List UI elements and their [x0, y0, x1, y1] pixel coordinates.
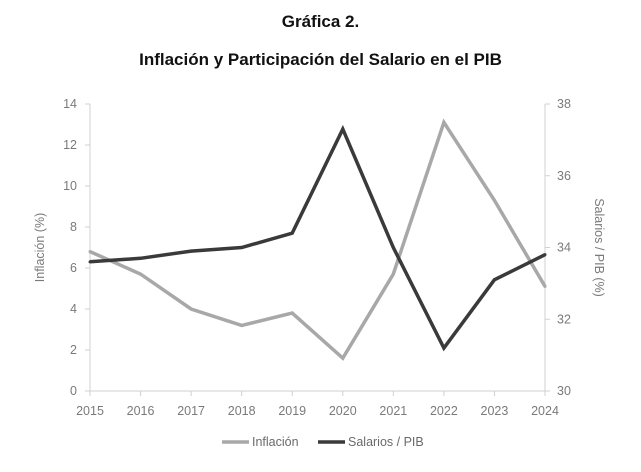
- data-point-inflacion: [341, 356, 345, 360]
- data-point-inflacion: [88, 250, 92, 254]
- data-point-salarios-pib: [341, 127, 345, 131]
- data-point-salarios-pib: [492, 278, 496, 282]
- series-line-salarios-pib: [89, 124, 546, 352]
- data-point-inflacion: [189, 307, 193, 311]
- left-tick-label: 14: [63, 97, 77, 111]
- right-tick-label: 32: [557, 312, 571, 326]
- data-point-salarios-pib: [290, 231, 294, 235]
- data-point-salarios-pib: [442, 346, 446, 350]
- right-tick-label: 36: [557, 169, 571, 183]
- y-axis-title: Inflación (%): [33, 213, 47, 282]
- x-tick-label: 2021: [379, 404, 407, 418]
- x-tick-label: 2017: [177, 404, 205, 418]
- left-tick-label: 12: [63, 138, 77, 152]
- data-point-inflacion: [240, 323, 244, 327]
- right-tick-label: 30: [557, 384, 571, 398]
- data-point-salarios-pib: [391, 246, 395, 249]
- series-line-inflacion: [89, 118, 547, 361]
- left-tick-label: 6: [70, 261, 77, 275]
- right-tick-label: 34: [557, 241, 571, 255]
- data-point-inflacion: [139, 272, 143, 276]
- x-tick-label: 2023: [481, 404, 509, 418]
- data-point-salarios-pib: [543, 253, 547, 257]
- data-point-salarios-pib: [240, 246, 244, 249]
- x-tick-label: 2015: [76, 404, 104, 418]
- data-point-inflacion: [492, 198, 496, 202]
- left-tick-label: 2: [70, 343, 77, 357]
- left-tick-label: 4: [70, 302, 77, 316]
- y2-axis-title: Salarios / PIB (%): [592, 198, 606, 297]
- axes: 0 2 4 6 8 10 12 14 30 32 34 36 38 2015 2016 2017 2018 201…: [33, 97, 606, 418]
- legend-label-inflacion: Inflación: [252, 435, 299, 449]
- left-tick-label: 8: [70, 220, 77, 234]
- data-point-salarios-pib: [139, 256, 143, 260]
- x-tick-label: 2024: [531, 404, 559, 418]
- x-tick-label: 2022: [430, 404, 458, 418]
- data-point-salarios-pib: [88, 260, 92, 264]
- data-point-inflacion: [442, 120, 446, 124]
- legend: Inflación Salarios / PIB: [222, 435, 424, 449]
- data-point-salarios-pib: [189, 249, 193, 253]
- chart-subtitle: Inflación y Participación del Salario en…: [139, 50, 502, 69]
- x-tick-label: 2020: [329, 404, 357, 418]
- data-point-inflacion: [543, 284, 547, 288]
- chart-title: Gráfica 2.: [281, 12, 360, 31]
- legend-label-salarios-pib: Salarios / PIB: [348, 435, 424, 449]
- x-tick-label: 2016: [127, 404, 155, 418]
- data-point-inflacion: [290, 311, 294, 315]
- data-point-inflacion: [391, 272, 395, 276]
- series-layer: [88, 118, 547, 361]
- x-tick-label: 2019: [278, 404, 306, 418]
- x-tick-label: 2018: [228, 404, 256, 418]
- right-tick-label: 38: [557, 97, 571, 111]
- left-tick-label: 0: [70, 384, 77, 398]
- left-tick-label: 10: [63, 179, 77, 193]
